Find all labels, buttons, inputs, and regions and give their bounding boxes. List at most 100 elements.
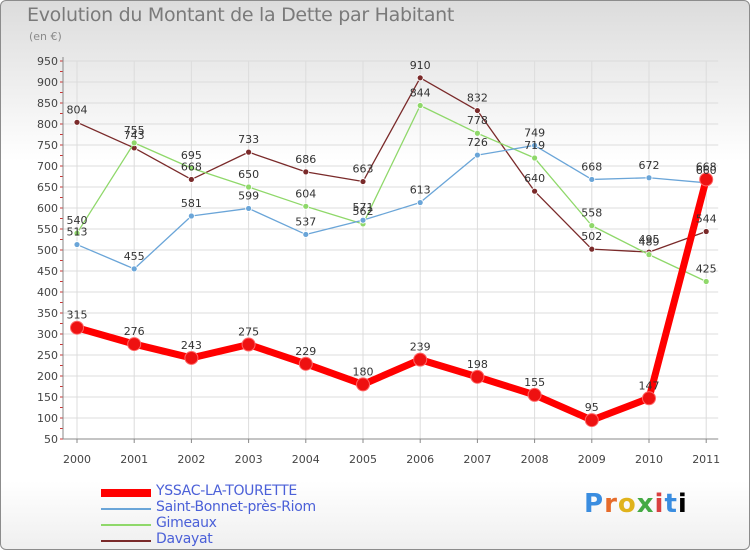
y-tick-label: 450 [37, 265, 58, 278]
data-label-yssac-la-tourette: 243 [181, 339, 202, 352]
y-tick-label: 650 [37, 181, 58, 194]
y-tick-label: 850 [37, 97, 58, 110]
x-tick-label: 2009 [578, 453, 606, 466]
data-point-saint-bonnet-pres-riom [416, 199, 424, 206]
data-label-saint-bonnet-pres-riom: 726 [467, 136, 488, 149]
data-point-saint-bonnet-pres-riom [588, 176, 596, 183]
x-tick-label: 2007 [463, 453, 491, 466]
data-label-davayat: 686 [295, 153, 316, 166]
data-label-saint-bonnet-pres-riom: 660 [696, 164, 717, 177]
x-tick-label: 2008 [521, 453, 549, 466]
data-point-gimeaux [302, 202, 310, 210]
axes: 50 100 150 200 250 300 350 400 450 500 550 600 650 70… [37, 55, 720, 466]
data-point-davayat [245, 148, 253, 156]
data-label-gimeaux: 489 [639, 236, 660, 249]
data-point-gimeaux [645, 251, 653, 259]
data-point-yssac-la-tourette [70, 320, 84, 335]
data-label-saint-bonnet-pres-riom: 668 [581, 160, 602, 173]
data-label-yssac-la-tourette: 668 [696, 160, 717, 173]
legend-label: Davayat [156, 531, 213, 547]
series-layer [70, 74, 714, 428]
data-label-gimeaux: 604 [295, 187, 316, 200]
data-label-davayat: 502 [581, 230, 602, 243]
series-line-saint-bonnet-pres-riom [76, 144, 707, 270]
x-tick-label: 2002 [177, 453, 205, 466]
data-label-saint-bonnet-pres-riom: 599 [238, 189, 259, 202]
chart-title: Evolution du Montant de la Dette par Hab… [27, 4, 455, 26]
data-point-gimeaux [588, 222, 596, 230]
data-label-yssac-la-tourette: 315 [67, 309, 88, 322]
data-label-yssac-la-tourette: 275 [238, 326, 259, 339]
data-point-yssac-la-tourette [127, 337, 142, 352]
data-point-davayat [302, 168, 310, 176]
data-label-saint-bonnet-pres-riom: 513 [67, 226, 88, 239]
x-tick-label: 2006 [406, 453, 434, 466]
legend-swatch [101, 508, 151, 510]
data-label-davayat: 640 [524, 172, 545, 185]
data-point-saint-bonnet-pres-riom [531, 142, 538, 149]
y-tick-label: 200 [37, 370, 58, 383]
data-label-gimeaux: 844 [410, 87, 431, 100]
data-label-gimeaux: 558 [581, 207, 602, 220]
data-label-davayat: 743 [124, 129, 145, 142]
legend-swatch [101, 524, 151, 526]
data-point-saint-bonnet-pres-riom [473, 151, 481, 159]
data-point-davayat [73, 118, 81, 126]
data-point-saint-bonnet-pres-riom [187, 212, 195, 220]
data-label-gimeaux: 695 [181, 149, 202, 162]
data-point-saint-bonnet-pres-riom [130, 265, 138, 273]
data-point-davayat [187, 176, 195, 183]
y-tick-label: 150 [37, 391, 58, 404]
data-label-gimeaux: 540 [67, 214, 88, 227]
y-tick-label: 700 [37, 160, 58, 173]
data-label-saint-bonnet-pres-riom: 613 [410, 184, 431, 197]
data-point-davayat [359, 178, 367, 185]
data-point-saint-bonnet-pres-riom [73, 241, 81, 248]
y-tick-label: 500 [37, 244, 58, 257]
data-label-saint-bonnet-pres-riom: 571 [353, 201, 374, 214]
grid [63, 60, 719, 440]
data-label-yssac-la-tourette: 180 [353, 365, 374, 378]
data-label-gimeaux: 755 [124, 124, 145, 137]
legend-swatch [101, 540, 151, 542]
data-label-saint-bonnet-pres-riom: 749 [524, 126, 545, 139]
data-label-yssac-la-tourette: 229 [295, 345, 316, 358]
data-point-yssac-la-tourette [699, 172, 714, 187]
y-tick-label: 400 [37, 286, 58, 299]
y-tick-label: 350 [37, 307, 58, 320]
x-tick-label: 2004 [292, 453, 320, 466]
data-label-gimeaux: 650 [238, 168, 259, 181]
data-label-saint-bonnet-pres-riom: 581 [181, 197, 202, 210]
data-label-yssac-la-tourette: 239 [410, 341, 431, 354]
data-point-yssac-la-tourette [413, 352, 428, 367]
data-point-davayat [702, 228, 710, 235]
data-label-saint-bonnet-pres-riom: 672 [639, 159, 660, 172]
y-tick-label: 900 [37, 76, 58, 89]
data-label-davayat: 663 [353, 163, 374, 176]
data-label-yssac-la-tourette: 147 [639, 379, 660, 392]
x-tick-label: 2010 [635, 453, 663, 466]
data-label-gimeaux: 425 [696, 263, 717, 276]
y-tick-label: 950 [37, 55, 58, 68]
y-tick-label: 600 [37, 202, 58, 215]
legend-swatch [101, 489, 151, 497]
series-line-yssac-la-tourette [76, 178, 710, 424]
x-tick-label: 2003 [235, 453, 263, 466]
data-label-davayat: 733 [238, 133, 259, 146]
data-point-saint-bonnet-pres-riom [245, 205, 253, 212]
x-tick-label: 2001 [120, 453, 148, 466]
data-point-gimeaux [702, 278, 710, 285]
legend-label: YSSAC-LA-TOURETTE [156, 483, 297, 499]
y-tick-label: 750 [37, 139, 58, 152]
data-label-saint-bonnet-pres-riom: 537 [295, 215, 316, 228]
data-point-davayat [473, 107, 481, 114]
legend-label: Gimeaux [156, 515, 217, 531]
data-point-davayat [588, 245, 596, 253]
data-label-yssac-la-tourette: 198 [467, 358, 488, 371]
series-line-gimeaux [76, 104, 707, 283]
data-label-davayat: 910 [410, 59, 431, 72]
data-point-davayat [531, 187, 538, 195]
data-label-davayat: 668 [181, 160, 202, 173]
